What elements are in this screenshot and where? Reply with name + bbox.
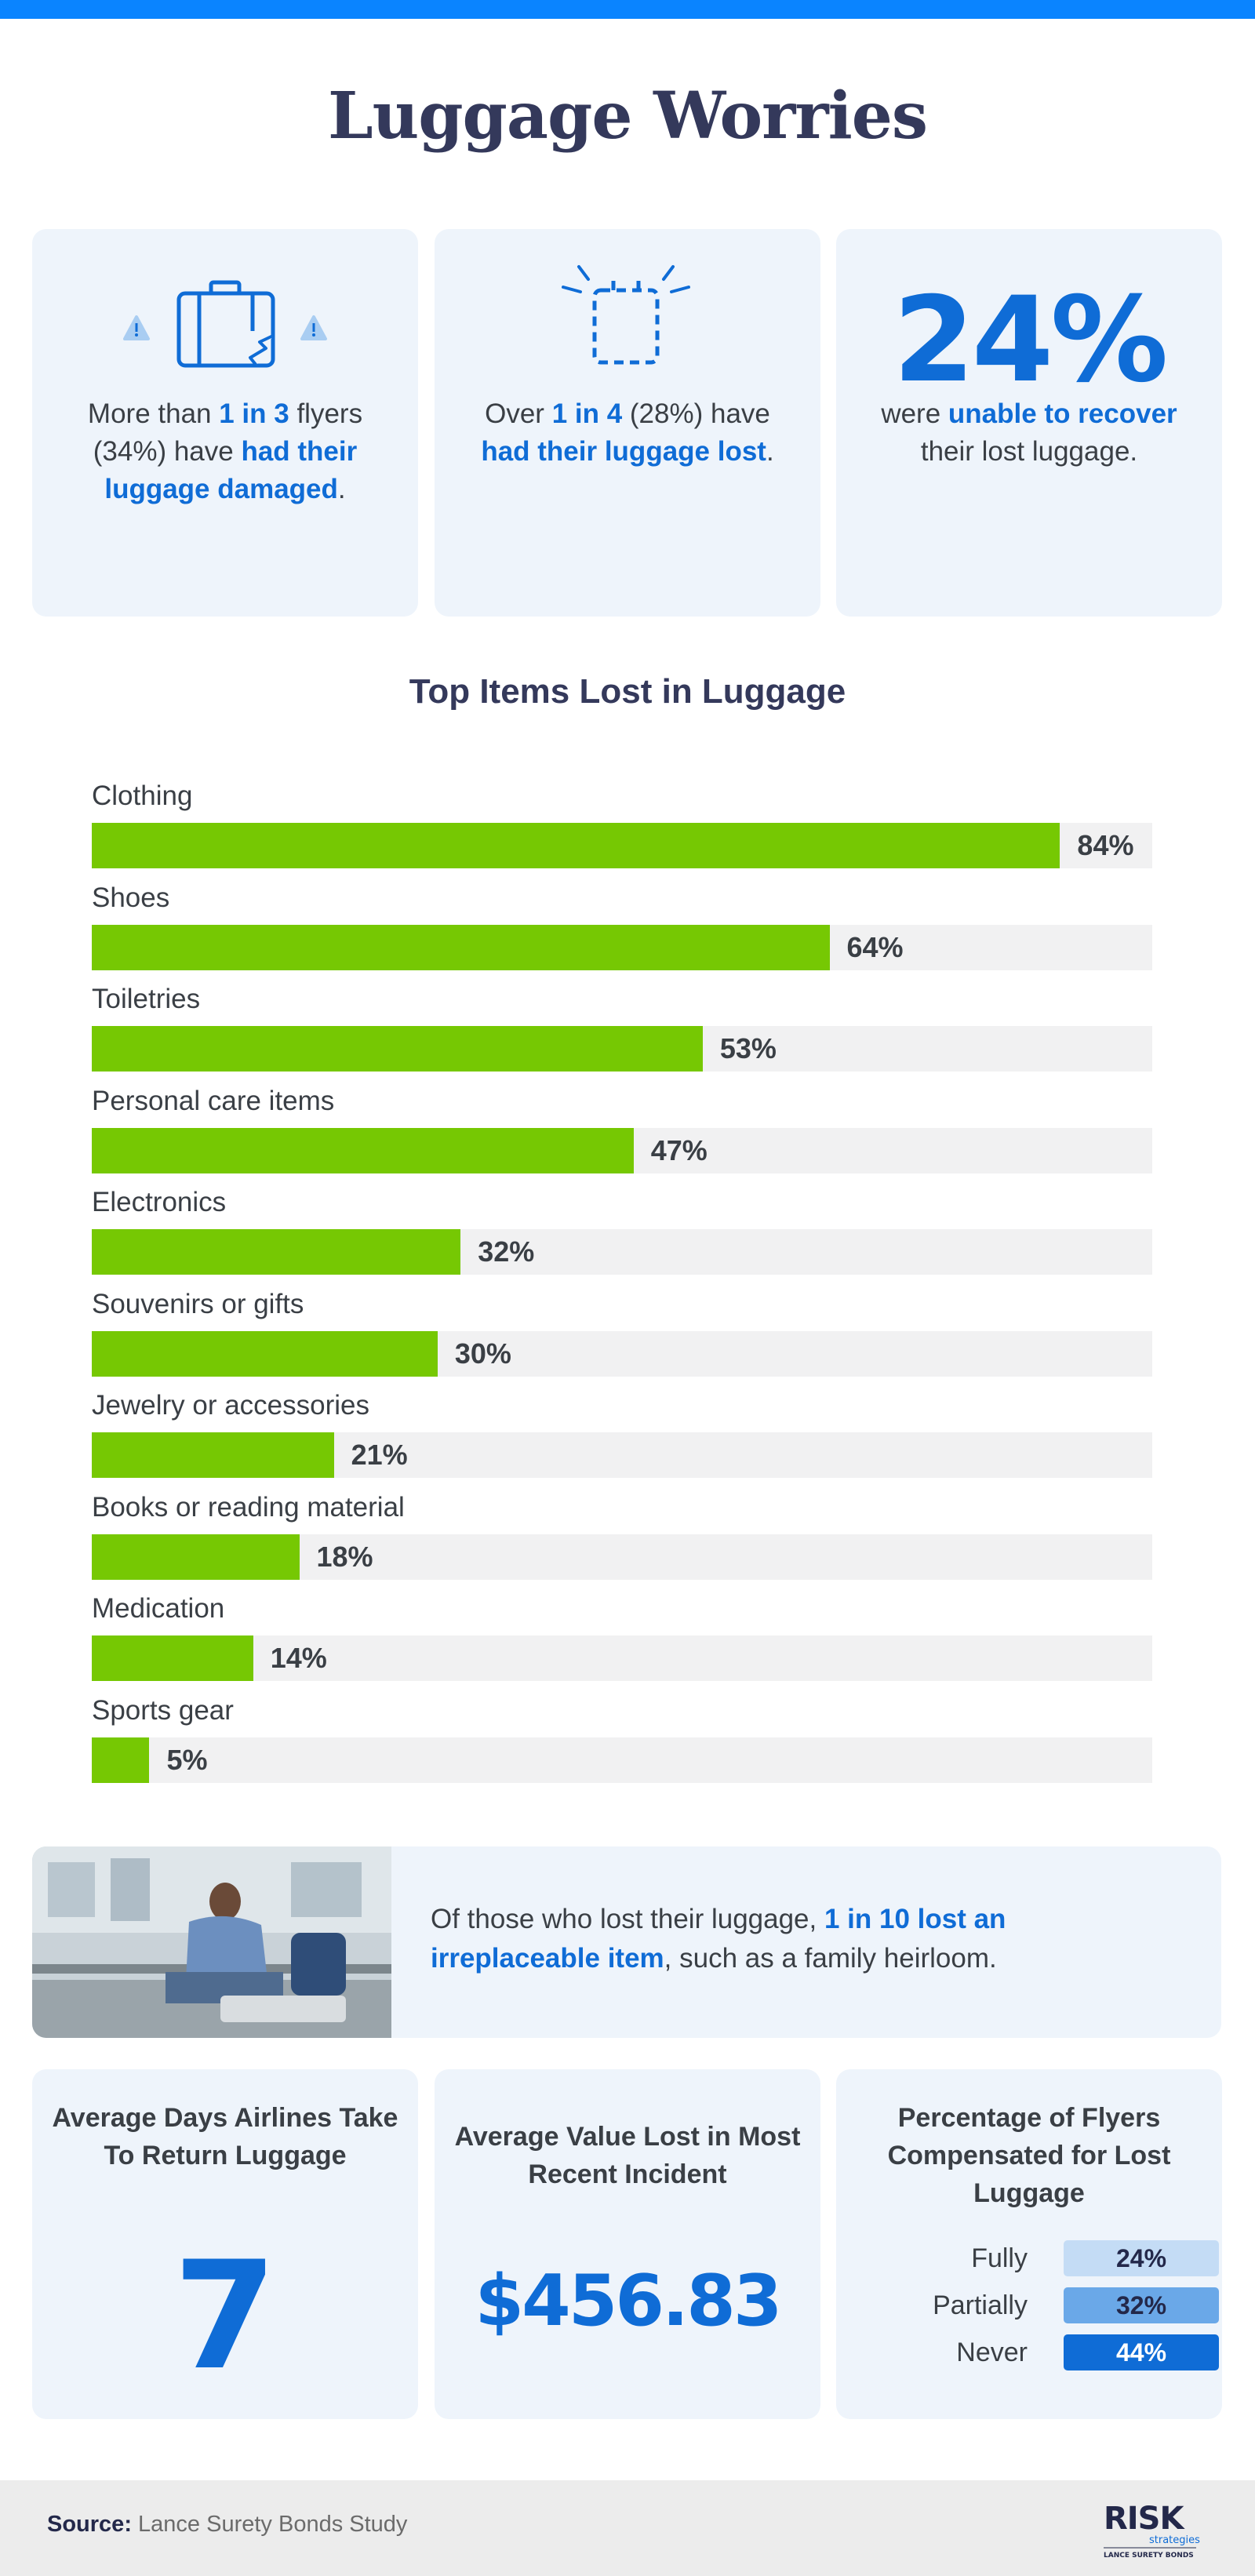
compensation-label: Fully (971, 2243, 1028, 2273)
compensation-title: Percentage of Flyers Compensated for Los… (887, 2103, 1171, 2208)
bar-label: Jewelry or accessories (92, 1390, 369, 1421)
traveler-photo (32, 1846, 391, 2038)
missing-suitcase-icon (557, 260, 698, 370)
bar-track: 53% (92, 1026, 1152, 1072)
stat-text-damaged: More than 1 in 3 flyers (34%) have had t… (87, 398, 363, 504)
days-card: Average Days Airlines Take To Return Lug… (32, 2069, 418, 2419)
bar-row: Personal care items 47% (92, 1084, 1152, 1173)
bar-track: 14% (92, 1635, 1152, 1681)
compensation-label: Never (956, 2338, 1028, 2367)
bar-track: 84% (92, 823, 1152, 868)
bar-row: Jewelry or accessories 21% (92, 1388, 1152, 1478)
bar-track: 64% (92, 924, 1152, 970)
bar-row: Electronics 32% (92, 1185, 1152, 1275)
value-lost-title: Average Value Lost in Most Recent Incide… (454, 2122, 801, 2189)
bar-label: Toiletries (92, 984, 201, 1014)
bar-row: Books or reading material 18% (92, 1490, 1152, 1580)
bar (92, 1127, 634, 1173)
bar-value-label: 30% (454, 1337, 511, 1370)
svg-text:strategies: strategies (1149, 2534, 1200, 2546)
bar (92, 1534, 300, 1580)
stat-text-unrecovered: were unable to recover their lost luggag… (881, 398, 1177, 467)
days-title: Average Days Airlines Take To Return Lug… (52, 2103, 398, 2170)
bar-track: 32% (92, 1229, 1152, 1275)
bar-value-label: 64% (846, 930, 904, 963)
stat-card-lost: Over 1 in 4 (28%) have had their luggage… (435, 229, 820, 617)
bar-value-label: 18% (316, 1540, 373, 1573)
bar-row: Souvenirs or gifts 30% (92, 1287, 1152, 1377)
bar-label: Shoes (92, 882, 170, 913)
footer: Source: Lance Surety Bonds Study RISK st… (0, 2480, 1255, 2576)
bar-value-label: 21% (351, 1439, 408, 1471)
compensation-row-partially: Partially 32% (860, 2287, 1219, 2323)
bar-label: Medication (92, 1593, 225, 1624)
bar-row: Medication 14% (92, 1592, 1152, 1681)
bar (92, 1635, 253, 1681)
svg-text:LANCE SURETY BONDS: LANCE SURETY BONDS (1104, 2552, 1194, 2560)
stat-text-lost: Over 1 in 4 (28%) have had their luggage… (481, 398, 774, 467)
compensation-value: 32% (1064, 2287, 1219, 2323)
bar-value-label: 5% (166, 1743, 208, 1776)
bar-track: 21% (92, 1432, 1152, 1478)
bar (92, 924, 830, 970)
bar (92, 1026, 703, 1072)
stat-card-damaged: More than 1 in 3 flyers (34%) have had t… (32, 229, 418, 617)
bar-label: Personal care items (92, 1085, 335, 1116)
stat-card-unrecovered: 24% were unable to recover their lost lu… (836, 229, 1222, 617)
bar-row: Sports gear 5% (92, 1694, 1152, 1783)
bar (92, 1737, 150, 1783)
bar-track: 47% (92, 1127, 1152, 1173)
bar-value-label: 32% (478, 1235, 535, 1268)
value-lost-amount: $456.83 (475, 2260, 783, 2342)
bar (92, 823, 1060, 868)
bar-track: 30% (92, 1330, 1152, 1377)
compensation-label: Partially (933, 2290, 1028, 2320)
damaged-suitcase-icon (103, 276, 347, 370)
bar-label: Electronics (92, 1187, 227, 1217)
svg-text:RISK: RISK (1104, 2501, 1185, 2537)
compensation-card: Percentage of Flyers Compensated for Los… (836, 2069, 1222, 2419)
chart-title: Top Items Lost in Luggage (409, 672, 846, 711)
bar-label: Sports gear (92, 1694, 234, 1726)
source-citation: Source: Lance Surety Bonds Study (47, 2512, 408, 2537)
compensation-value: 24% (1064, 2240, 1219, 2276)
value-lost-card: Average Value Lost in Most Recent Incide… (435, 2069, 820, 2419)
callout-card: Of those who lost their luggage, 1 in 10… (32, 1846, 1221, 2038)
days-value: 7 (173, 2229, 278, 2403)
bar (92, 1432, 334, 1478)
bar-track: 5% (92, 1737, 1152, 1783)
unrecovered-percent: 24% (893, 272, 1168, 409)
compensation-value: 44% (1064, 2334, 1219, 2370)
bar-row: Clothing 84% (92, 779, 1152, 868)
bar-value-label: 53% (719, 1032, 777, 1064)
bar-label: Clothing (92, 780, 193, 811)
bar-value-label: 84% (1077, 829, 1134, 861)
bar (92, 1229, 461, 1275)
compensation-row-fully: Fully 24% (860, 2240, 1219, 2276)
bar (92, 1330, 438, 1377)
bar-label: Books or reading material (92, 1491, 405, 1523)
risk-strategies-logo: RISK strategies LANCE SURETY BONDS (1102, 2498, 1204, 2562)
bar-label: Souvenirs or gifts (92, 1288, 304, 1319)
bar-value-label: 47% (650, 1133, 708, 1166)
callout-text: Of those who lost their luggage, 1 in 10… (431, 1904, 1006, 1974)
bar-value-label: 14% (270, 1642, 327, 1674)
compensation-row-never: Never 44% (860, 2334, 1219, 2370)
bar-row: Toiletries 53% (92, 982, 1152, 1072)
bar-row: Shoes 64% (92, 881, 1152, 970)
page-title: Luggage Worries (327, 78, 928, 154)
bar-track: 18% (92, 1534, 1152, 1580)
top-accent-bar (0, 0, 1255, 19)
